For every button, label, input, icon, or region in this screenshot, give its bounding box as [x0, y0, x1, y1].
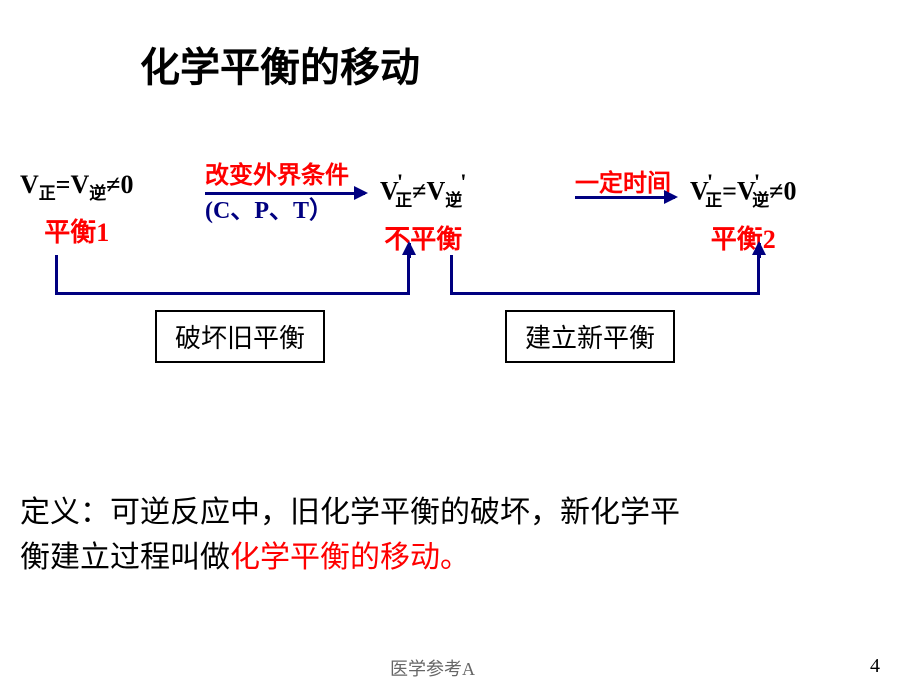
state-2-eq: V'正≠V逆': [380, 170, 467, 211]
page-number: 4: [870, 655, 880, 678]
sub-f3: 正: [705, 191, 722, 210]
state-3: V'正=V'逆≠0 平衡2: [690, 170, 796, 256]
def-p2: 衡建立过程叫做: [20, 541, 230, 574]
footer-text: 医学参考A: [390, 655, 475, 681]
v1b: V: [71, 170, 90, 199]
cond1-line1: 改变外界条件: [205, 155, 349, 190]
sub-r1: 逆: [89, 184, 106, 203]
condition-1: 改变外界条件 (C、P、T）: [205, 155, 349, 225]
sub-r3: 逆: [752, 191, 769, 210]
state-1-label: 平衡1: [20, 212, 133, 249]
state-2: V'正≠V逆' 不平衡: [380, 170, 467, 256]
sub-f1: 正: [39, 184, 56, 203]
condition-2: 一定时间: [575, 163, 671, 198]
box-2: 建立新平衡: [505, 310, 675, 363]
arrow-2: [575, 196, 675, 199]
bracket-2: [450, 255, 760, 295]
v1: V: [20, 170, 39, 199]
bracket-1: [55, 255, 410, 295]
box-1: 破坏旧平衡: [155, 310, 325, 363]
v2b: V: [426, 177, 445, 206]
sub-f2: 正: [395, 191, 412, 210]
neq3: ≠0: [769, 177, 796, 206]
state-1-eq: V正=V逆≠0: [20, 170, 133, 204]
page-title: 化学平衡的移动: [140, 35, 420, 93]
state-3-label: 平衡2: [690, 219, 796, 256]
bracket-2-arrow: [758, 243, 761, 258]
arrow-1: [205, 192, 365, 195]
eq3: =: [722, 177, 737, 206]
state-3-eq: V'正=V'逆≠0: [690, 170, 796, 211]
bracket-1-arrow: [408, 243, 411, 258]
def-p1: 定义：可逆反应中，旧化学平衡的破坏，新化学平: [20, 496, 680, 529]
neq1: ≠0: [106, 170, 133, 199]
pr2b: ': [460, 170, 467, 196]
def-p3: 化学平衡的移动。: [230, 541, 470, 574]
definition: 定义：可逆反应中，旧化学平衡的破坏，新化学平 衡建立过程叫做化学平衡的移动。: [20, 490, 680, 580]
cond1-line2: (C、P、T）: [205, 190, 349, 225]
state-2-label: 不平衡: [380, 219, 467, 256]
state-1: V正=V逆≠0 平衡1: [20, 170, 133, 249]
neq2: ≠: [412, 177, 426, 206]
eq1: =: [56, 170, 71, 199]
